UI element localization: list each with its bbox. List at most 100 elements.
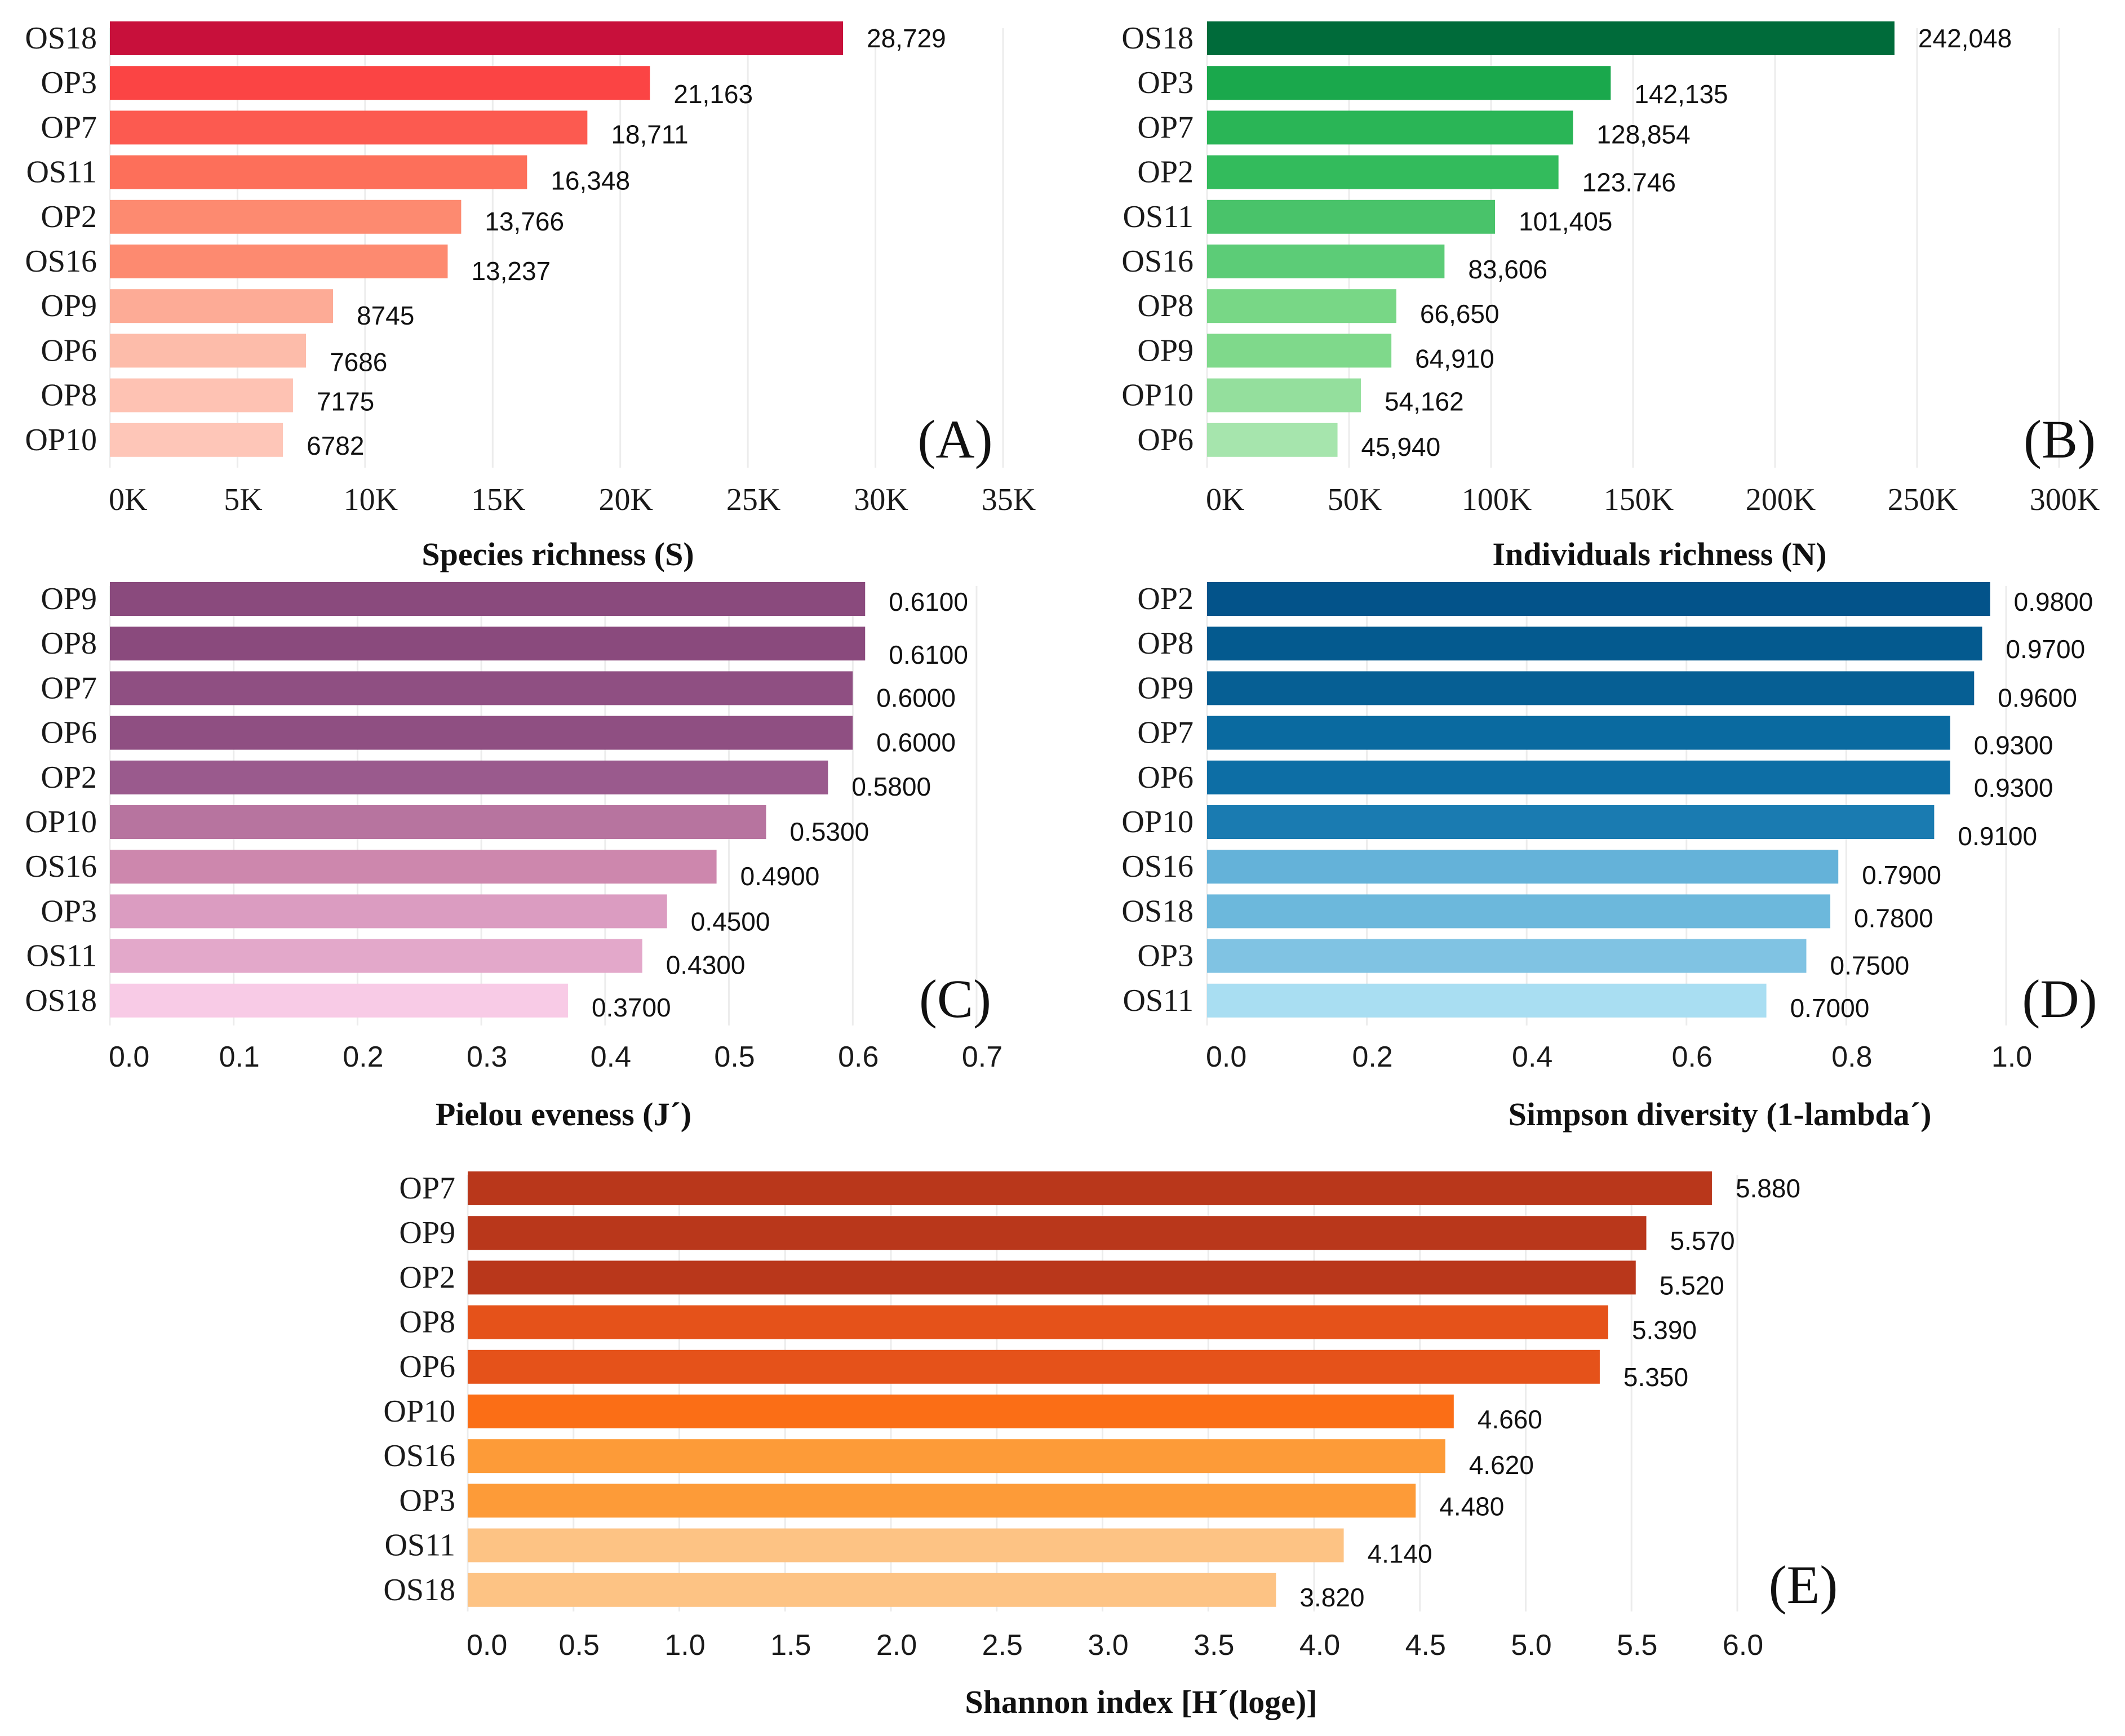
bar-op7	[1207, 110, 1573, 145]
category-label: OP3	[41, 65, 97, 100]
bar-op7	[110, 110, 588, 145]
category-label: OP3	[1137, 65, 1194, 100]
category-label: OP6	[399, 1349, 455, 1384]
value-label: 0.4500	[691, 907, 770, 936]
tick-label: 0.0	[109, 1041, 149, 1073]
category-label: OS11	[26, 939, 97, 974]
bar-os11	[110, 155, 527, 189]
value-label: 0.5300	[789, 817, 869, 846]
value-label: 0.4300	[666, 951, 746, 980]
value-label: 0.6100	[889, 640, 968, 669]
category-label: OS18	[383, 1573, 455, 1608]
axis-title: Species richness (S)	[422, 536, 694, 572]
tick-label: 35K	[982, 482, 1036, 517]
bar-op2	[1207, 582, 1990, 616]
tick-label: 0.2	[1352, 1041, 1392, 1073]
bar-op10	[110, 423, 283, 457]
value-label: 0.9600	[1998, 683, 2077, 712]
category-label: OP2	[1137, 155, 1194, 190]
tick-label: 15K	[471, 482, 525, 517]
tick-label: 6.0	[1723, 1629, 1763, 1662]
value-label: 101,405	[1519, 207, 1612, 236]
category-label: OP10	[383, 1394, 455, 1429]
panel-individuals-richness: OS18 242,048 OP3 142,135 OP7 128,854 OP2 123.74…	[1121, 21, 2100, 572]
value-label: 0.6000	[876, 728, 956, 757]
value-label: 4.660	[1478, 1405, 1542, 1434]
value-label: 242,048	[1918, 24, 2012, 53]
category-label: OP3	[41, 894, 97, 929]
category-label: OS18	[1121, 894, 1194, 929]
value-label: 28,729	[867, 24, 946, 53]
category-label: OS18	[25, 21, 97, 56]
bar-op7	[468, 1171, 1712, 1205]
value-label: 66,650	[1420, 299, 1500, 328]
bar-os18	[110, 983, 568, 1018]
tick-label: 0.1	[219, 1041, 260, 1073]
panel-label: (E)	[1769, 1555, 1838, 1615]
panel-label: (D)	[2022, 969, 2097, 1029]
tick-label: 5K	[224, 482, 262, 517]
value-label: 13,766	[485, 207, 564, 236]
tick-label: 250K	[1888, 482, 1958, 517]
category-label: OP9	[399, 1215, 455, 1250]
value-label: 8745	[357, 301, 414, 330]
axis-title: Shannon index [H´(loge)]	[965, 1684, 1317, 1720]
bar-os16	[468, 1439, 1445, 1473]
category-label: OP10	[1121, 378, 1194, 413]
value-label: 64,910	[1415, 344, 1494, 373]
value-label: 0.7500	[1830, 951, 1910, 980]
bar-op3	[110, 66, 650, 100]
value-label: 0.7800	[1854, 903, 1933, 933]
axis-title: Simpson diversity (1-lambda´)	[1509, 1096, 1932, 1133]
category-label: OS11	[26, 155, 97, 190]
bar-os16	[1207, 850, 1839, 884]
tick-label: 0.8	[1831, 1041, 1872, 1073]
value-label: 54,162	[1385, 387, 1464, 416]
category-label: OP7	[1137, 716, 1194, 751]
bar-op10	[1207, 378, 1361, 412]
bar-op3	[1207, 939, 1807, 973]
value-label: 0.9100	[1958, 822, 2037, 851]
category-label: OS11	[384, 1528, 455, 1563]
category-label: OP6	[41, 333, 97, 368]
bar-op8	[1207, 289, 1396, 323]
category-label: OS18	[25, 983, 97, 1018]
bar-op9	[1207, 334, 1392, 368]
value-label: 128,854	[1596, 119, 1690, 149]
tick-label: 0.4	[591, 1041, 631, 1073]
tick-label: 0.0	[1206, 1041, 1246, 1073]
category-label: OP7	[1137, 110, 1194, 145]
bar-os11	[110, 939, 642, 973]
tick-label: 3.5	[1194, 1629, 1234, 1662]
tick-label: 0.5	[714, 1041, 755, 1073]
category-label: OP3	[399, 1483, 455, 1518]
category-label: OS18	[1121, 21, 1194, 56]
category-label: OP8	[41, 626, 97, 661]
value-label: 5.880	[1736, 1174, 1800, 1203]
axis-title: Individuals richness (N)	[1492, 536, 1826, 572]
bar-op7	[110, 671, 853, 705]
tick-label: 1.0	[664, 1629, 705, 1662]
tick-label: 0.5	[559, 1629, 600, 1662]
tick-label: 30K	[854, 482, 908, 517]
tick-label: 0.2	[343, 1041, 383, 1073]
tick-label: 2.5	[982, 1629, 1023, 1662]
panel-pielou-evenness: OP9 0.6100 OP8 0.6100 OP7 0.6000 OP6 0.6000 OP2 0…	[25, 581, 1002, 1133]
tick-label: 2.0	[876, 1629, 917, 1662]
bar-os16	[1207, 245, 1445, 278]
tick-label: 50K	[1328, 482, 1382, 517]
panel-label: (B)	[2024, 409, 2096, 469]
category-label: OP7	[41, 110, 97, 145]
value-label: 5.390	[1632, 1316, 1697, 1345]
category-label: OP6	[1137, 760, 1194, 795]
value-label: 6782	[307, 431, 364, 460]
tick-label: 1.5	[770, 1629, 811, 1662]
category-label: OP2	[1137, 581, 1194, 616]
tick-label: 0.3	[467, 1041, 507, 1073]
category-label: OP9	[1137, 333, 1194, 368]
category-label: OP2	[41, 760, 97, 795]
bar-os18	[1207, 894, 1831, 929]
tick-label: 0K	[1206, 482, 1244, 517]
value-label: 142,135	[1634, 79, 1728, 109]
bar-op10	[1207, 805, 1935, 839]
